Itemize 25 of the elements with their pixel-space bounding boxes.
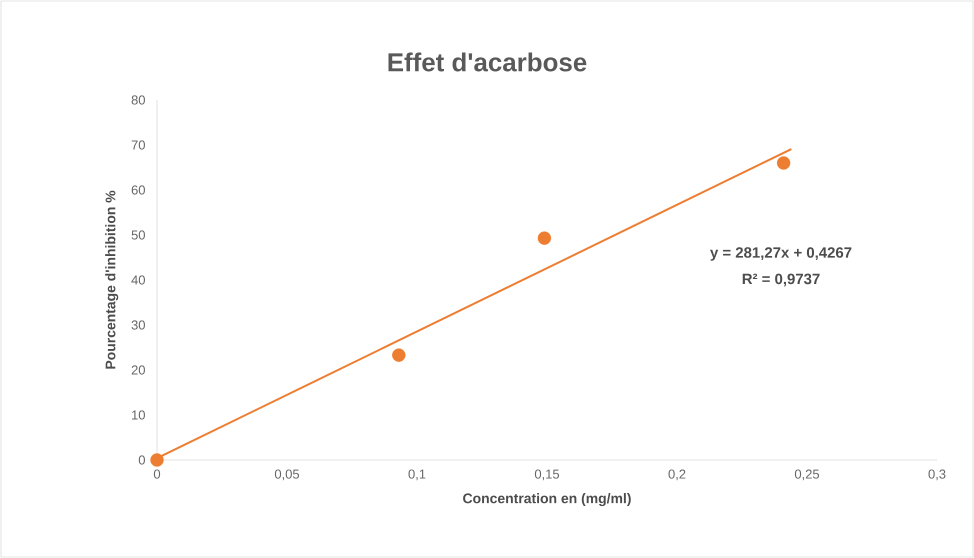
y-tick-label: 40: [131, 275, 145, 285]
y-tick-label: 50: [132, 230, 145, 240]
annotation: y = 281,27x + 0,4267: [710, 247, 852, 261]
point: [776, 156, 790, 170]
y-tick-label: 70: [132, 140, 145, 150]
y-tick-label: 30: [132, 320, 145, 330]
x-tick-label: 0: [154, 470, 160, 479]
point: [538, 231, 552, 245]
x-tick-label: 0,1: [408, 470, 426, 480]
annotation: R² = 0,9737: [742, 274, 820, 286]
x-tick-label: 0,05: [274, 470, 300, 480]
x-tick-label: 0,15: [534, 470, 560, 480]
x-axis-title: Concentration en (mg/ml): [463, 493, 631, 506]
x-tick-label: 0,25: [794, 470, 820, 480]
y-tick-label: 10: [132, 410, 145, 420]
chart-title: Effet d'acarbose: [388, 52, 586, 72]
y-axis-title: Pourcentage d'inhibition %: [105, 190, 118, 369]
point: [150, 453, 164, 467]
y-tick-label: 20: [132, 365, 145, 375]
y-tick-label: 0: [138, 455, 145, 465]
y-tick-label: 60: [132, 185, 145, 195]
x-tick-label: 0,3: [928, 470, 946, 480]
x-tick-label: 0,2: [668, 470, 686, 480]
y-tick-label: 80: [132, 95, 145, 105]
point: [392, 348, 406, 362]
